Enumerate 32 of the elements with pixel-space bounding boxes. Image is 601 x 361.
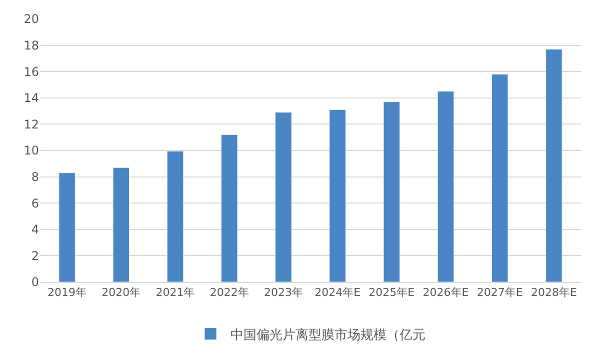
bar: [220, 134, 238, 282]
y-tick-label: 20: [24, 12, 39, 26]
bar: [58, 172, 76, 282]
x-tick-label: 2020年: [102, 286, 141, 300]
y-tick-label: 12: [24, 117, 39, 132]
y-tick-label: 10: [24, 144, 39, 158]
legend-label: 中国偏光片离型膜市场规模（亿元: [230, 326, 426, 343]
y-tick-label: 6: [31, 196, 39, 210]
y-tick-label: 14: [24, 91, 39, 106]
y-tick-label: 4: [31, 222, 39, 237]
bar: [329, 109, 346, 282]
x-tick-label: 2023年: [264, 286, 303, 300]
bar: [546, 49, 562, 282]
x-tick-label: 2028年E: [530, 286, 577, 300]
bar: [437, 91, 454, 282]
x-tick-label: 2025年E: [368, 286, 415, 300]
y-tick-label: 2: [31, 248, 39, 263]
x-tick-label: 2026年E: [422, 286, 469, 300]
x-tick-label: 2022年: [210, 286, 249, 300]
y-tick-label: 16: [24, 64, 39, 79]
x-tick-label: 2021年: [156, 286, 195, 300]
bar: [112, 167, 130, 282]
x-tick-label: 2019年: [48, 286, 87, 300]
bar: [275, 112, 292, 282]
y-tick-label: 18: [24, 38, 39, 52]
bar: [491, 74, 508, 282]
y-tick-label: 0: [31, 275, 39, 290]
bar: [383, 102, 400, 282]
x-tick-label: 2027年E: [476, 286, 523, 300]
y-tick-label: 8: [31, 170, 39, 184]
bar: [166, 150, 184, 282]
x-tick-label: 2024年E: [314, 286, 361, 300]
